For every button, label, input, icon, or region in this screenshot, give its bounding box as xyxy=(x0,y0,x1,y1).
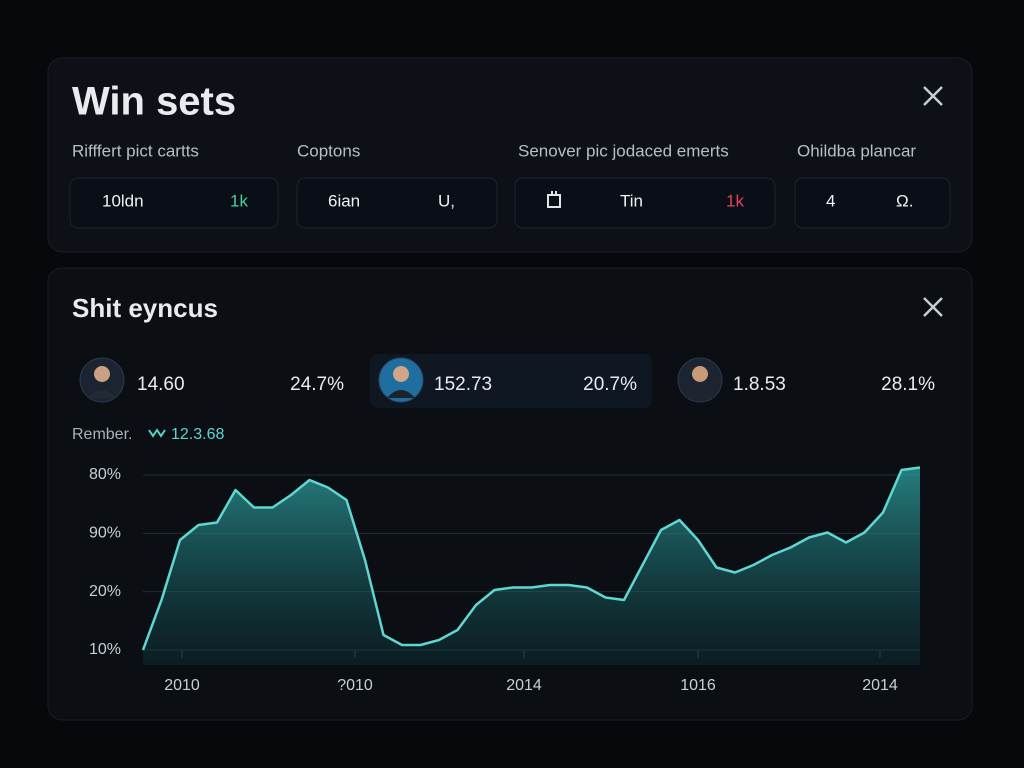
filter-value: 6ian xyxy=(328,191,360,210)
avatar-body xyxy=(686,390,714,398)
bottom-panel: Shit eyncus 14.60 24.7% 152.73 20.7% 1.8… xyxy=(47,267,973,721)
filter-field[interactable] xyxy=(69,177,279,229)
line xyxy=(141,466,921,651)
filter-badge: Ω. xyxy=(896,191,913,210)
filter-label: Ohildba plancar xyxy=(797,141,916,160)
x-tick-label: 2010 xyxy=(164,677,200,694)
y-tick-label: 20% xyxy=(89,583,121,600)
person-change: 24.7% xyxy=(290,374,344,395)
chart: 80% 90% 20% 10% 2010 ?010 2014 1016 2014 xyxy=(89,466,921,694)
person-card: 1.8.53 28.1% xyxy=(677,357,935,403)
person-card: 14.60 24.7% xyxy=(79,357,344,403)
caption-value: 12.3.68 xyxy=(171,426,224,443)
top-panel: Win sets Rifffert pict cartts Coptons Se… xyxy=(47,57,973,253)
x-tick-label: ?010 xyxy=(337,677,373,694)
filter-badge: 1k xyxy=(726,191,744,210)
x-tick-label: 2014 xyxy=(862,677,898,694)
avatar-body xyxy=(387,390,415,398)
filter-badge: U, xyxy=(438,191,455,210)
y-tick-label: 10% xyxy=(89,641,121,658)
filter-label: Rifffert pict cartts xyxy=(72,141,199,160)
person-value: 152.73 xyxy=(434,374,492,395)
filter-label: Senover pic jodaced emerts xyxy=(518,141,729,160)
card-highlight xyxy=(370,354,652,408)
area-fill xyxy=(143,467,920,665)
avatar-face xyxy=(393,366,409,382)
person-change: 28.1% xyxy=(881,374,935,395)
person-change: 20.7% xyxy=(583,374,637,395)
filter-badge: 1k xyxy=(230,191,248,210)
close-button[interactable] xyxy=(923,297,943,317)
x-tick-label: 2014 xyxy=(506,677,542,694)
filter-field[interactable] xyxy=(514,177,776,229)
avatar-face xyxy=(692,366,708,382)
avatar-body xyxy=(88,390,116,398)
filter-icon xyxy=(547,191,561,208)
caption-icon xyxy=(148,428,166,438)
y-tick-label: 80% xyxy=(89,466,121,483)
caption: Rember. xyxy=(72,426,132,443)
filter-label: Coptons xyxy=(297,141,360,160)
avatar-face xyxy=(94,366,110,382)
y-tick-label: 90% xyxy=(89,525,121,542)
close-button[interactable] xyxy=(923,86,943,106)
filter-field[interactable] xyxy=(794,177,951,229)
filter-value: 10ldn xyxy=(102,191,144,210)
filter-field[interactable] xyxy=(296,177,498,229)
panel-title: Win sets xyxy=(72,80,236,124)
person-value: 14.60 xyxy=(137,374,185,395)
filter-value: Tin xyxy=(620,191,643,210)
x-tick-label: 1016 xyxy=(680,677,716,694)
person-value: 1.8.53 xyxy=(733,374,786,395)
filter-value: 4 xyxy=(826,191,835,210)
person-card: 152.73 20.7% xyxy=(370,354,652,408)
panel-title: Shit eyncus xyxy=(72,293,218,323)
